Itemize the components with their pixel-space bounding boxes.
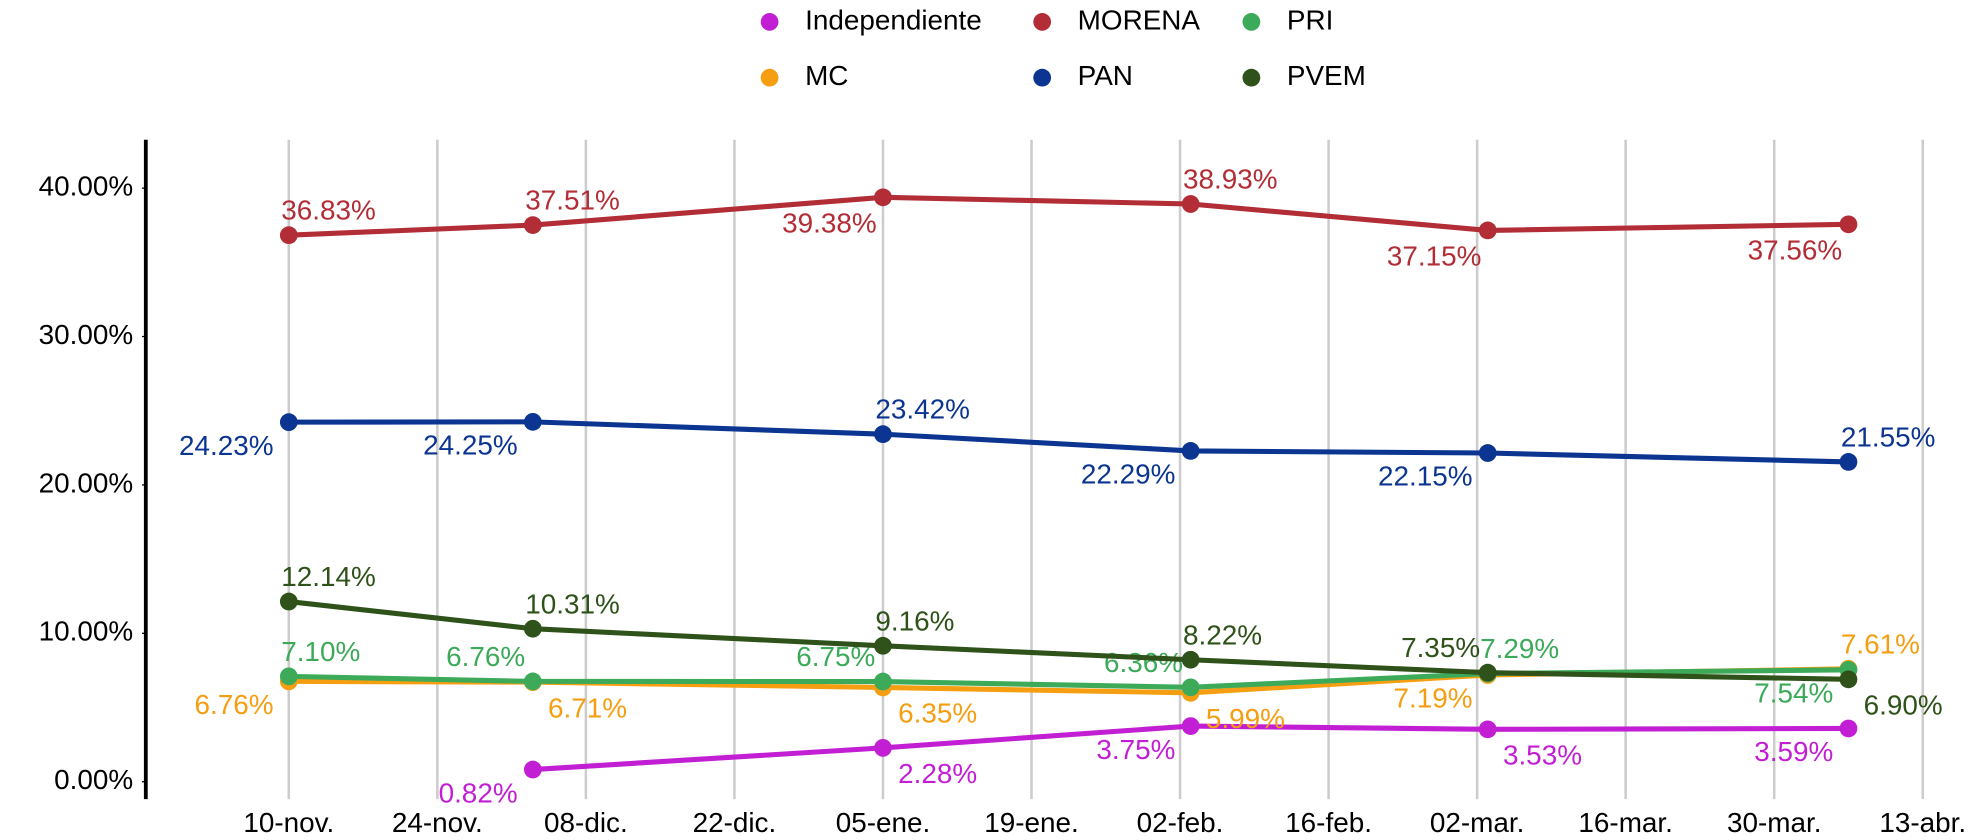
data-label: 2.28% xyxy=(898,758,977,789)
data-label: 24.23% xyxy=(179,430,274,461)
data-label: 7.35% xyxy=(1401,632,1480,663)
data-label: 6.76% xyxy=(446,641,525,672)
series-line xyxy=(288,419,1849,465)
data-label: 7.19% xyxy=(1393,683,1472,714)
legend-label: MORENA xyxy=(1078,4,1201,35)
data-point xyxy=(279,592,298,611)
legend-label: MC xyxy=(805,60,848,91)
data-label: 22.29% xyxy=(1081,459,1176,490)
y-tick-label: 10.00% xyxy=(39,616,134,647)
y-tick-label: 40.00% xyxy=(39,171,134,202)
series-line xyxy=(288,667,1849,690)
data-label: 22.15% xyxy=(1378,461,1473,492)
data-label: 7.61% xyxy=(1841,628,1920,659)
x-tick-label: 16-feb. xyxy=(1285,807,1372,838)
x-tick-label: 10-nov. xyxy=(243,807,334,838)
x-tick-label: 08-dic. xyxy=(544,807,628,838)
data-label: 21.55% xyxy=(1841,421,1936,452)
data-label: 3.53% xyxy=(1503,740,1582,771)
legend-marker xyxy=(1242,13,1261,31)
data-label: 37.15% xyxy=(1387,241,1482,272)
data-point xyxy=(523,672,542,691)
data-point xyxy=(523,216,542,234)
data-point xyxy=(1478,444,1497,462)
data-label: 24.25% xyxy=(423,430,518,461)
data-point xyxy=(874,425,892,444)
data-point xyxy=(1839,453,1858,471)
x-tick-label: 19-ene. xyxy=(984,807,1079,838)
data-label: 6.36% xyxy=(1104,647,1183,678)
data-label: 3.75% xyxy=(1096,734,1175,765)
legend-label: PAN xyxy=(1078,60,1133,91)
data-point xyxy=(523,760,542,779)
y-tick-label: 0.00% xyxy=(54,764,133,795)
legend-marker xyxy=(1033,13,1052,31)
data-label: 37.51% xyxy=(525,185,620,216)
data-label: 3.59% xyxy=(1754,736,1833,767)
data-point xyxy=(1181,650,1200,669)
data-label: 8.22% xyxy=(1183,619,1262,650)
x-tick-label: 02-feb. xyxy=(1137,807,1224,838)
legend-marker xyxy=(1033,68,1052,87)
series-line xyxy=(288,194,1849,238)
data-label: 23.42% xyxy=(875,394,970,425)
data-label: 7.54% xyxy=(1754,678,1833,709)
data-point xyxy=(1181,195,1200,213)
data-point xyxy=(1478,720,1497,739)
data-point xyxy=(279,226,298,245)
legend-marker xyxy=(760,68,779,87)
data-point xyxy=(1478,663,1497,682)
data-label: 10.31% xyxy=(525,588,620,619)
x-tick-label: 16-mar. xyxy=(1578,807,1672,838)
x-tick-label: 24-nov. xyxy=(392,807,483,838)
data-point xyxy=(1181,717,1200,735)
data-label: 38.93% xyxy=(1183,164,1278,195)
data-label: 9.16% xyxy=(875,605,954,636)
data-label: 6.90% xyxy=(1864,690,1943,721)
data-label: 0.82% xyxy=(439,777,518,808)
data-point xyxy=(874,636,892,655)
legend-marker xyxy=(1242,68,1261,87)
data-label: 6.35% xyxy=(898,698,977,729)
x-tick-label: 30-mar. xyxy=(1727,807,1822,838)
series-line xyxy=(288,599,1849,682)
data-label: 7.10% xyxy=(281,636,360,667)
data-point xyxy=(1839,215,1858,234)
y-tick-label: 30.00% xyxy=(39,319,134,350)
data-point xyxy=(874,672,892,691)
data-label: 36.83% xyxy=(281,195,376,226)
legend-label: Independiente xyxy=(805,4,982,35)
data-point xyxy=(1181,678,1200,697)
data-label: 39.38% xyxy=(782,208,877,239)
data-point xyxy=(523,412,542,431)
data-point xyxy=(1181,442,1200,460)
data-point xyxy=(523,619,542,638)
data-point xyxy=(874,739,892,757)
x-tick-label: 22-dic. xyxy=(693,807,777,838)
legend-marker xyxy=(760,13,779,31)
legend-label: PVEM xyxy=(1287,60,1366,91)
x-tick-label: 13-abr. xyxy=(1879,807,1966,838)
data-label: 5.99% xyxy=(1206,703,1285,734)
x-tick-label: 02-mar. xyxy=(1430,807,1524,838)
x-tick-label: 05-ene. xyxy=(836,807,931,838)
data-point xyxy=(279,413,298,432)
data-point xyxy=(1478,221,1497,240)
legend-label: PRI xyxy=(1287,4,1333,35)
data-point xyxy=(874,188,892,207)
data-label: 6.71% xyxy=(548,692,627,723)
data-point xyxy=(1839,670,1858,689)
y-tick-label: 20.00% xyxy=(39,467,134,498)
data-point xyxy=(279,667,298,686)
data-point xyxy=(1839,719,1858,738)
data-label: 12.14% xyxy=(281,561,376,592)
data-label: 7.29% xyxy=(1480,633,1559,664)
data-label: 37.56% xyxy=(1748,235,1843,266)
data-label: 6.76% xyxy=(195,689,274,720)
